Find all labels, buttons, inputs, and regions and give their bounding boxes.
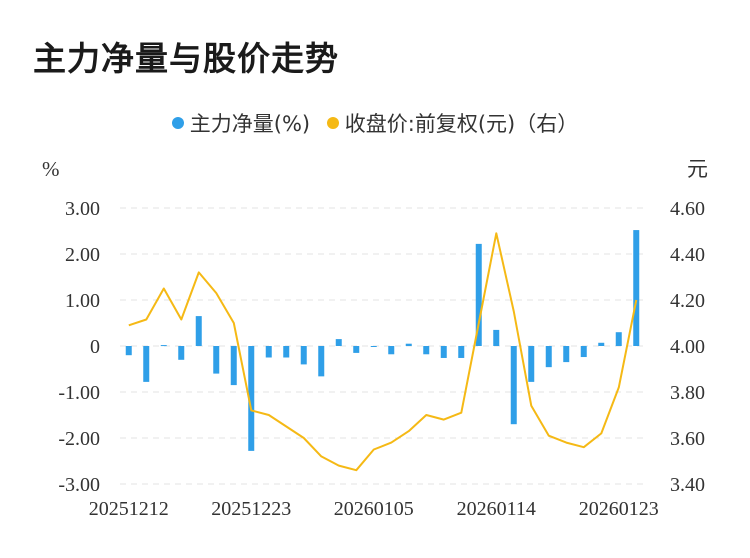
point-close-price[interactable] <box>529 404 533 408</box>
point-close-price[interactable] <box>144 318 148 322</box>
left-axis-unit: % <box>42 157 60 181</box>
point-close-price[interactable] <box>634 298 638 302</box>
bar-net-volume[interactable] <box>353 346 360 353</box>
bar-net-volume[interactable] <box>563 346 570 363</box>
x-tick-label: 20251212 <box>89 498 169 520</box>
x-tick-label: 20260123 <box>579 498 659 520</box>
point-close-price[interactable] <box>442 418 446 422</box>
chart-legend: 主力净量(%) 收盘价:前复权(元)（右） <box>0 108 750 138</box>
bar-net-volume[interactable] <box>213 346 220 374</box>
right-tick-label: 3.80 <box>670 382 705 404</box>
right-tick-label: 3.60 <box>670 428 705 450</box>
x-tick-label: 20251223 <box>211 498 291 520</box>
bar-net-volume[interactable] <box>195 316 202 346</box>
point-close-price[interactable] <box>617 385 621 389</box>
point-close-price[interactable] <box>459 411 463 415</box>
bar-net-volume[interactable] <box>300 346 307 365</box>
bar-net-volume[interactable] <box>335 339 342 346</box>
bar-net-volume[interactable] <box>598 342 605 346</box>
point-close-price[interactable] <box>127 323 131 327</box>
point-close-price[interactable] <box>424 413 428 417</box>
point-close-price[interactable] <box>197 270 201 274</box>
bar-net-volume[interactable] <box>440 346 447 358</box>
right-axis-unit: 元 <box>687 157 708 181</box>
legend-label-net-volume: 主力净量(%) <box>189 112 311 136</box>
legend-label-close-price: 收盘价:前复权(元)（右） <box>344 112 579 136</box>
legend-line-marker-icon <box>326 117 339 129</box>
bar-net-volume[interactable] <box>143 346 150 382</box>
left-tick-label: -3.00 <box>58 474 100 496</box>
bar-net-volume[interactable] <box>178 346 185 360</box>
left-tick-label: -2.00 <box>58 428 100 450</box>
right-tick-label: 4.40 <box>670 244 705 266</box>
right-tick-label: 4.20 <box>670 290 705 312</box>
bar-net-volume[interactable] <box>125 346 132 356</box>
right-tick-label: 3.40 <box>670 474 705 496</box>
x-tick-label: 20260114 <box>457 498 536 520</box>
point-close-price[interactable] <box>547 434 551 438</box>
point-close-price[interactable] <box>214 291 218 295</box>
legend-item-close-price[interactable]: 收盘价:前复权(元)（右） <box>326 108 579 138</box>
bar-net-volume[interactable] <box>510 346 517 425</box>
legend-item-net-volume[interactable]: 主力净量(%) <box>171 108 311 138</box>
line-close-price[interactable] <box>128 232 638 472</box>
point-close-price[interactable] <box>337 464 341 468</box>
bar-net-volume[interactable] <box>615 332 622 346</box>
bar-net-volume[interactable] <box>458 346 465 358</box>
point-close-price[interactable] <box>512 310 516 314</box>
left-tick-label: 1.00 <box>65 290 100 312</box>
bar-net-volume[interactable] <box>248 346 255 451</box>
point-close-price[interactable] <box>599 431 603 435</box>
bar-net-volume[interactable] <box>370 346 377 347</box>
bar-net-volume[interactable] <box>265 346 272 358</box>
left-tick-label: 3.00 <box>65 198 100 220</box>
point-close-price[interactable] <box>302 436 306 440</box>
bar-net-volume[interactable] <box>160 345 167 347</box>
point-close-price[interactable] <box>494 231 498 235</box>
right-tick-label: 4.60 <box>670 198 705 220</box>
legend-bar-marker-icon <box>171 117 184 129</box>
bar-net-volume[interactable] <box>528 346 535 382</box>
point-close-price[interactable] <box>372 448 376 452</box>
x-tick-label: 20260105 <box>334 498 414 520</box>
point-close-price[interactable] <box>582 445 586 449</box>
left-tick-label: 0 <box>90 336 100 358</box>
bar-net-volume[interactable] <box>318 346 325 377</box>
bar-net-volume[interactable] <box>545 346 552 368</box>
point-close-price[interactable] <box>267 413 271 417</box>
point-close-price[interactable] <box>319 454 323 458</box>
point-close-price[interactable] <box>407 429 411 433</box>
bar-net-volume[interactable] <box>475 243 482 346</box>
point-close-price[interactable] <box>249 408 253 412</box>
bar-net-volume[interactable] <box>230 346 237 386</box>
point-close-price[interactable] <box>564 441 568 445</box>
point-close-price[interactable] <box>232 321 236 325</box>
point-close-price[interactable] <box>179 318 183 322</box>
chart-title: 主力净量与股价走势 <box>33 39 339 78</box>
point-close-price[interactable] <box>389 441 393 445</box>
bar-net-volume[interactable] <box>580 346 587 358</box>
point-close-price[interactable] <box>284 425 288 429</box>
bar-net-volume[interactable] <box>283 346 290 358</box>
bar-net-volume[interactable] <box>388 346 395 355</box>
point-close-price[interactable] <box>477 321 481 325</box>
point-close-price[interactable] <box>354 468 358 472</box>
bar-net-volume[interactable] <box>423 346 430 355</box>
right-tick-label: 4.00 <box>670 336 705 358</box>
bar-net-volume[interactable] <box>493 329 500 346</box>
left-tick-label: -1.00 <box>58 382 100 404</box>
bar-net-volume[interactable] <box>405 343 412 346</box>
point-close-price[interactable] <box>162 287 166 291</box>
bar-net-volume[interactable] <box>633 230 640 346</box>
left-tick-label: 2.00 <box>65 244 100 266</box>
